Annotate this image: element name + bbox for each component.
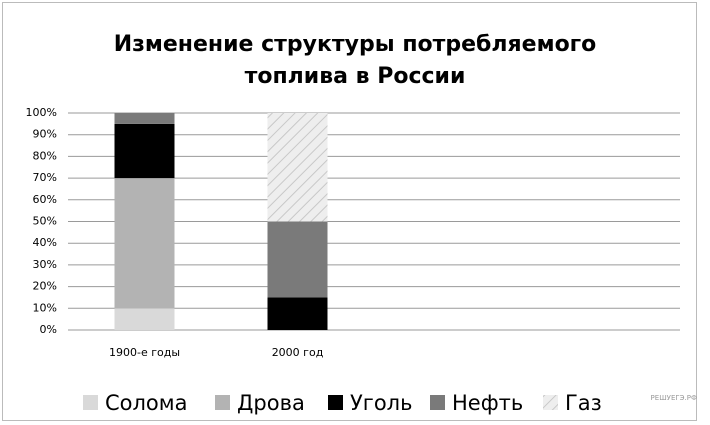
legend-label: Газ xyxy=(565,391,602,415)
bar-segment xyxy=(114,123,175,179)
bar-segment xyxy=(267,113,328,222)
x-tick-label: 2000 год xyxy=(272,346,324,359)
y-tick-label: 0% xyxy=(40,323,57,336)
y-tick-label: 40% xyxy=(33,236,57,249)
legend-swatch xyxy=(215,395,230,410)
bar-segment xyxy=(114,178,175,309)
y-tick-label: 20% xyxy=(33,280,57,293)
watermark: РЕШУЕГЭ.РФ xyxy=(651,394,697,402)
legend-label: Дрова xyxy=(237,391,305,415)
chart-title: Изменение структуры потребляемого xyxy=(114,32,597,57)
chart-title: топлива в России xyxy=(245,64,466,89)
y-tick-label: 80% xyxy=(33,149,57,162)
x-tick-label: 1900-е годы xyxy=(109,346,180,359)
legend-swatch xyxy=(430,395,445,410)
y-tick-label: 90% xyxy=(33,128,57,141)
y-tick-label: 30% xyxy=(33,258,57,271)
bar-segment xyxy=(267,297,328,330)
y-tick-label: 100% xyxy=(26,106,57,119)
legend-label: Нефть xyxy=(452,391,523,415)
legend-swatch xyxy=(543,395,558,410)
legend-swatch xyxy=(328,395,343,410)
y-tick-label: 70% xyxy=(33,171,57,184)
legend-label: Уголь xyxy=(350,391,412,415)
y-tick-label: 60% xyxy=(33,193,57,206)
y-tick-label: 10% xyxy=(33,301,57,314)
bar-segment xyxy=(114,308,175,330)
bar-segment xyxy=(267,221,328,298)
legend-label: Солома xyxy=(105,391,188,415)
legend-swatch xyxy=(83,395,98,410)
bar-segment xyxy=(114,113,175,124)
y-tick-label: 50% xyxy=(33,215,57,228)
